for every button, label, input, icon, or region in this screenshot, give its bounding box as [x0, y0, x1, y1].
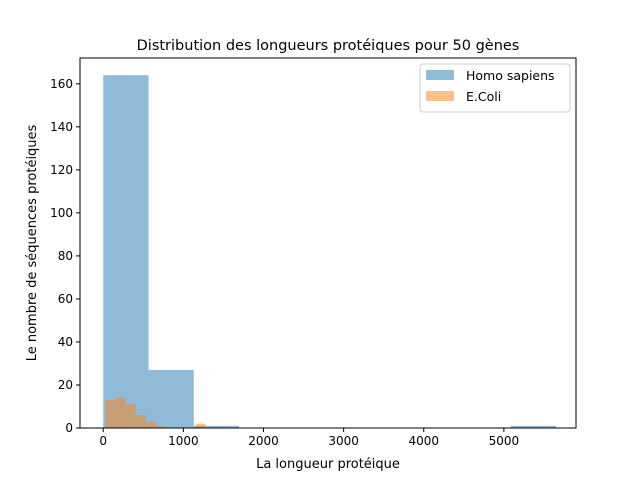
histogram-bars [103, 75, 556, 429]
y-axis-ticks: 0 20 40 60 80 100 120 140 160 [50, 77, 80, 435]
y-axis-label: Le nombre de séquences protéiques [25, 124, 40, 361]
y-tick-label: 160 [50, 77, 73, 91]
x-tick-label: 1000 [168, 434, 199, 448]
legend-swatch-homo-sapiens [426, 70, 454, 80]
x-tick-label: 2000 [248, 434, 279, 448]
y-tick-label: 100 [50, 206, 73, 220]
y-tick-label: 140 [50, 120, 73, 134]
bar-homo-sapiens-0 [103, 75, 149, 429]
legend-label-e-coli: E.Coli [466, 89, 501, 104]
bar-e-coli-2 [125, 404, 136, 428]
bar-e-coli-1 [115, 397, 126, 428]
legend-frame [419, 63, 571, 113]
y-tick-label: 60 [58, 292, 73, 306]
x-tick-label: 5000 [489, 434, 520, 448]
x-tick-label: 3000 [328, 434, 359, 448]
bar-homo-sapiens-1 [148, 369, 194, 428]
y-tick-label: 20 [58, 378, 73, 392]
x-axis-ticks: 0 1000 2000 3000 4000 5000 [99, 428, 519, 448]
bar-e-coli-5 [155, 425, 166, 428]
chart-title: Distribution des longueurs protéiques po… [137, 38, 520, 54]
bar-e-coli-4 [145, 421, 156, 428]
legend-label-homo-sapiens: Homo sapiens [466, 68, 555, 83]
y-tick-label: 40 [58, 335, 73, 349]
bar-homo-sapiens-2 [193, 425, 240, 428]
bar-e-coli-9 [195, 423, 206, 428]
x-axis-label: La longueur protéique [256, 457, 400, 472]
bar-e-coli-3 [135, 415, 146, 428]
bar-homo-sapiens-9 [510, 425, 556, 428]
bar-e-coli-0 [105, 400, 116, 428]
x-tick-label: 4000 [408, 434, 439, 448]
y-tick-label: 80 [58, 249, 73, 263]
y-tick-label: 120 [50, 163, 73, 177]
legend-swatch-e-coli [426, 91, 454, 101]
x-tick-label: 0 [99, 434, 107, 448]
plot-area-frame [79, 57, 577, 429]
y-tick-label: 0 [65, 421, 73, 435]
legend: Homo sapiens E.Coli [419, 63, 571, 113]
axes [79, 57, 577, 429]
